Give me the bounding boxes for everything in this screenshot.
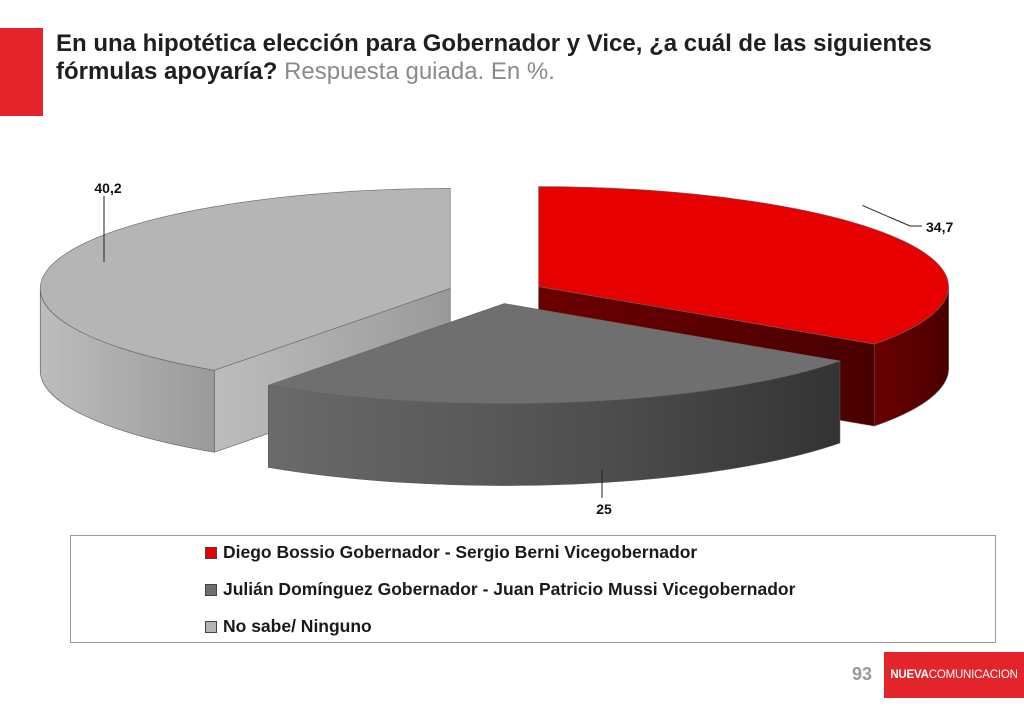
- brand-part2: COMUNICACION: [928, 669, 1018, 681]
- legend-swatch-gray: [205, 583, 217, 596]
- title-subtitle: Respuesta guiada. En %.: [277, 58, 555, 85]
- leader-line: [862, 204, 922, 227]
- page-title: En una hipotética elección para Gobernad…: [56, 30, 1016, 86]
- data-label: 40,2: [94, 180, 121, 196]
- chart-legend: Diego Bossio Gobernador - Sergio Berni V…: [70, 535, 996, 643]
- legend-label: No sabe/ Ninguno: [223, 616, 372, 636]
- legend-label: Diego Bossio Gobernador - Sergio Berni V…: [223, 542, 698, 562]
- data-label: 25: [596, 501, 612, 517]
- brand-part1: NUEVA: [890, 669, 929, 681]
- page-number: 93: [852, 664, 873, 684]
- pie-slice-top: [40, 188, 451, 371]
- brand-logo: NUEVA COMUNICACION: [884, 652, 1024, 698]
- legend-item: Julián Domínguez Gobernador - Juan Patri…: [205, 579, 795, 600]
- legend-item: No sabe/ Ninguno: [205, 616, 372, 637]
- title-main: En una hipotética elección para Gobernad…: [56, 30, 932, 85]
- legend-label: Julián Domínguez Gobernador - Juan Patri…: [223, 579, 796, 599]
- legend-item: Diego Bossio Gobernador - Sergio Berni V…: [205, 542, 697, 563]
- pie-slice-top: [538, 186, 949, 345]
- legend-swatch-red: [205, 546, 217, 559]
- pie-slice-top: [268, 303, 841, 404]
- data-label: 34,7: [926, 219, 953, 235]
- legend-swatch-light: [205, 620, 217, 633]
- accent-bar: [0, 28, 43, 116]
